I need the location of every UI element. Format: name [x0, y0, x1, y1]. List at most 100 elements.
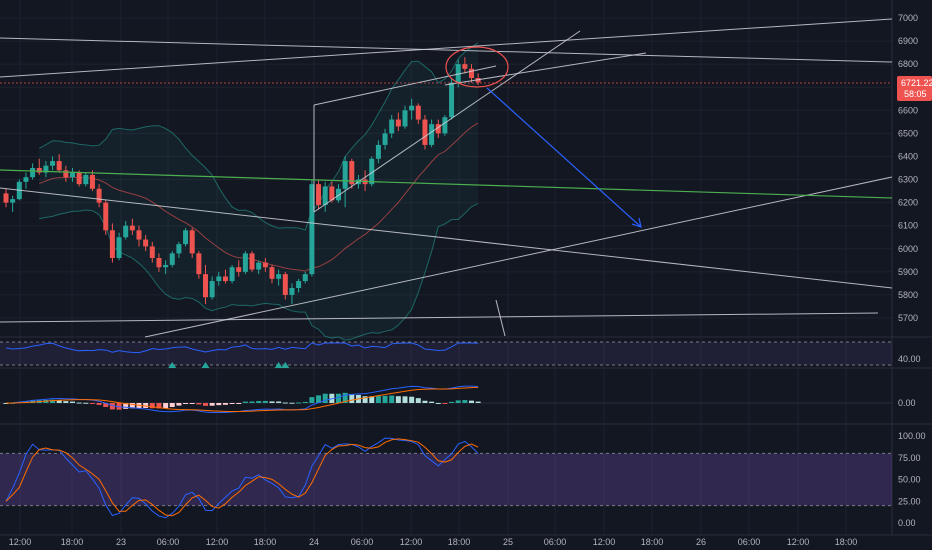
candle-body [375, 144, 381, 159]
macd-histogram-bar [216, 403, 222, 406]
candle [189, 228, 195, 258]
trendline [144, 176, 893, 338]
oscillator-band [0, 342, 892, 365]
stochastic-k-line [5, 437, 479, 519]
candle-body [289, 288, 295, 295]
candle-body [50, 161, 56, 166]
candle-body [229, 267, 235, 282]
macd-histogram-bar [169, 403, 175, 408]
candle-body [149, 246, 155, 258]
indicator-panes: 40.00 0.00 100.00 75.00 50.00 25.00 0.00 [0, 341, 926, 528]
candle [249, 251, 255, 272]
support-line [0, 169, 893, 199]
macd-histogram-bar [369, 396, 375, 403]
candle-body [3, 193, 9, 203]
macd-histogram-bar [149, 403, 155, 409]
macd-histogram-bar [56, 400, 62, 403]
candle [316, 179, 322, 210]
price-axis[interactable]: 7000690068006700660065006400630062006100… [898, 13, 918, 323]
candle [136, 225, 142, 247]
candle [116, 232, 122, 261]
candle [129, 218, 135, 235]
candle [242, 251, 248, 275]
candle-body [409, 105, 415, 111]
x-tick-label: 06:00 [738, 537, 761, 547]
macd-histogram-bar [442, 403, 448, 404]
candle-body [216, 276, 222, 282]
stochastic-tick-label: 100.00 [898, 431, 926, 441]
candle-body [103, 202, 109, 231]
candle [389, 114, 395, 138]
candle [435, 119, 441, 138]
candle [289, 283, 295, 305]
candle [209, 276, 215, 300]
candle-body [136, 230, 142, 240]
candle [276, 269, 282, 286]
candle-body [36, 168, 42, 173]
macd-histogram-bar [316, 395, 322, 403]
trendline [0, 37, 893, 63]
last-price-label: 6721.22 [901, 78, 932, 88]
candle [43, 161, 49, 178]
time-axis[interactable]: 12:00 18:00 23 06:00 12:00 18:00 24 06:00 12:00 1… [9, 537, 858, 547]
stochastic-tick-label: 0.00 [898, 518, 916, 528]
countdown-label: 58:05 [904, 89, 927, 99]
candle-body [10, 199, 16, 203]
macd-histogram-bar [83, 402, 89, 404]
y-tick-label: 7000 [898, 13, 918, 23]
candle-body [249, 253, 255, 270]
candle [309, 179, 315, 277]
x-tick-label: 12:00 [593, 537, 616, 547]
trendline [444, 52, 647, 86]
x-tick-label: 12:00 [9, 537, 32, 547]
candle [236, 260, 242, 277]
candle [269, 264, 275, 284]
candle [89, 170, 95, 192]
macd-histogram-bar [229, 403, 235, 404]
candle-body [402, 110, 408, 127]
candle-body [469, 68, 474, 78]
candle [229, 264, 235, 284]
candle-body [56, 161, 62, 171]
candlestick-series [3, 57, 481, 305]
y-tick-label: 5800 [898, 290, 918, 300]
candle [422, 114, 428, 150]
macd-histogram-bar [462, 400, 468, 403]
candle-body [336, 188, 341, 201]
y-tick-label: 5700 [898, 313, 918, 323]
projection-arrow [486, 87, 641, 227]
signal-marker [274, 362, 283, 368]
stochastic-tick-label: 25.00 [898, 496, 921, 506]
macd-tick-label: 0.00 [898, 398, 916, 408]
macd-histogram-bar [389, 395, 395, 403]
candle [70, 168, 75, 182]
y-tick-label: 6900 [898, 36, 918, 46]
macd-histogram-bar [402, 396, 408, 403]
candle [3, 188, 9, 208]
candle [50, 156, 56, 171]
x-tick-label: 26 [696, 537, 706, 547]
signal-marker [168, 362, 177, 368]
candle [349, 158, 355, 189]
candle-body [455, 64, 461, 83]
macd-histogram-bar [455, 400, 461, 403]
trendline [313, 65, 497, 106]
candle-body [322, 186, 328, 205]
macd-histogram-bar [63, 401, 69, 403]
candle-body [129, 225, 135, 231]
candle-body [63, 170, 69, 178]
last-price-tag: 6721.22 58:05 [897, 76, 932, 101]
candle [176, 241, 182, 258]
trendline [0, 312, 879, 323]
candle [382, 128, 388, 150]
macd-histogram-bar [375, 396, 381, 403]
candle [183, 228, 189, 247]
candle [256, 260, 262, 275]
candle-body [30, 168, 36, 178]
x-tick-label: 25 [503, 537, 513, 547]
candle-body [462, 64, 468, 69]
candle [222, 269, 228, 284]
macd-histogram-bar [302, 401, 308, 403]
macd-histogram-bar [109, 403, 115, 410]
